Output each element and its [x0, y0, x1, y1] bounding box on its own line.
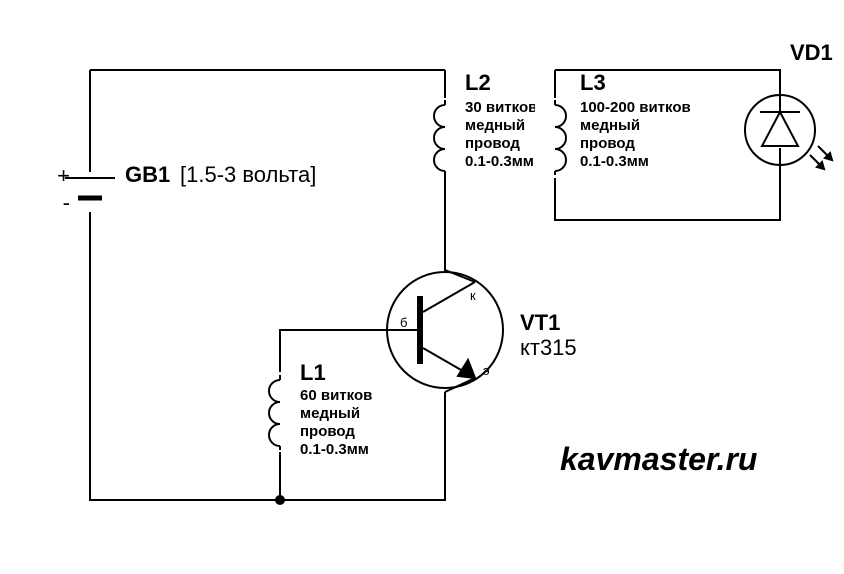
l1-spec3: провод [300, 423, 355, 440]
inductor-l1-coil [260, 372, 300, 452]
l1-spec1: 60 витков [300, 387, 372, 404]
l2-ref: L2 [465, 70, 491, 95]
inductor-l2 [425, 98, 465, 178]
node-dot [275, 495, 285, 505]
l2-spec4: 0.1-0.3мм [465, 153, 534, 170]
vt1-model: кт315 [520, 335, 577, 360]
l2-spec2: медный [465, 117, 525, 134]
l3-ref: L3 [580, 70, 606, 95]
l2-spec3: провод [465, 135, 520, 152]
l3-spec4: 0.1-0.3мм [580, 153, 649, 170]
vt1-emitter-label: э [483, 363, 490, 378]
l1-spec2: медный [300, 405, 360, 422]
vd1-ref: VD1 [790, 40, 833, 65]
led-vd1 [745, 95, 832, 169]
watermark-text: kavmaster.ru [560, 441, 757, 477]
l2-spec1: 30 витков [465, 99, 537, 116]
inductor-l3 [535, 98, 575, 178]
l1-spec4: 0.1-0.3мм [300, 441, 369, 458]
vt1-collector-label: к [470, 288, 476, 303]
l3-spec2: медный [580, 117, 640, 134]
vt1-base-label: б [400, 315, 407, 330]
l1-ref: L1 [300, 360, 326, 385]
battery-plus: + [57, 163, 70, 188]
vt1-ref: VT1 [520, 310, 560, 335]
l3-spec1: 100-200 витков [580, 99, 691, 116]
battery-ref: GB1 [125, 162, 170, 187]
battery-value: [1.5-3 вольта] [180, 162, 316, 187]
l3-spec3: провод [580, 135, 635, 152]
battery-minus: - [63, 190, 70, 215]
battery-gb1 [65, 172, 115, 212]
